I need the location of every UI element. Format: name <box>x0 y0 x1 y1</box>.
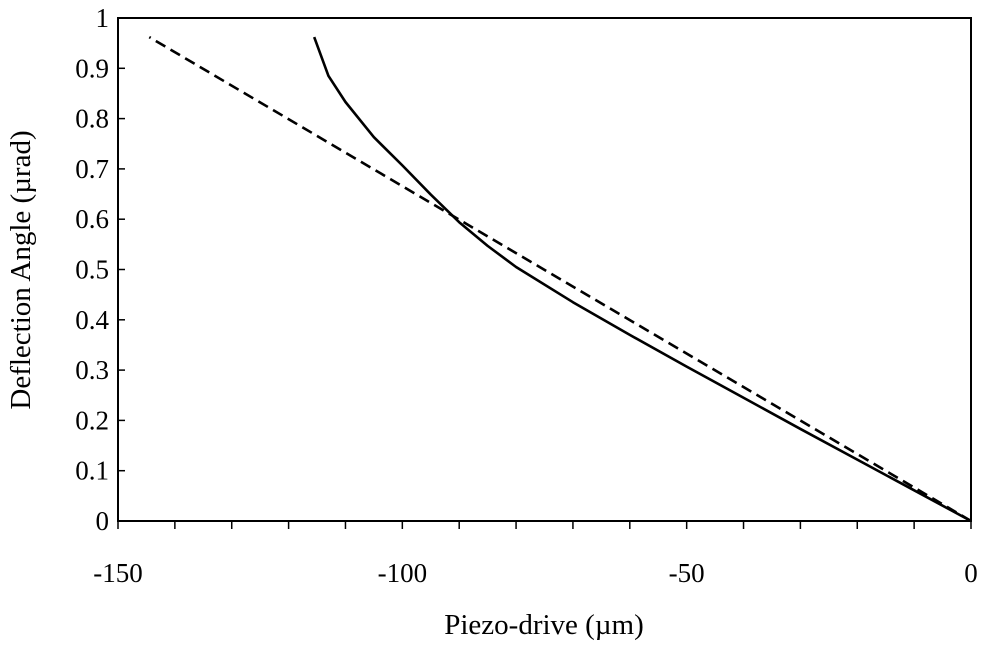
solid-series-line <box>312 36 972 523</box>
y-tick-label: 0.8 <box>75 104 109 134</box>
y-tick-label: 0.9 <box>75 53 109 83</box>
y-tick-label: 0.2 <box>75 405 109 435</box>
x-tick-label: 0 <box>964 558 978 588</box>
y-tick-label: 1 <box>96 3 110 33</box>
y-tick-label: 0.5 <box>75 255 109 285</box>
x-tick-label: -50 <box>669 558 705 588</box>
y-axis-title: Deflection Angle (µrad) <box>5 130 37 409</box>
x-axis-title: Piezo-drive (µm) <box>444 609 644 641</box>
dashed-series-line <box>148 35 972 523</box>
y-tick-label: 0.3 <box>75 355 109 385</box>
y-tick-label: 0.1 <box>75 456 109 486</box>
labels-layer: -150 -100 -50 0 0 0.1 0.2 0.3 0.4 0.5 0.6 0.7 0.8 0.9… <box>75 3 978 588</box>
ticks-layer <box>117 17 972 529</box>
x-tick-label: -150 <box>93 558 143 588</box>
x-tick-label: -100 <box>378 558 428 588</box>
y-tick-label: 0.6 <box>75 204 109 234</box>
y-tick-label: 0.4 <box>75 305 109 335</box>
y-tick-label: 0 <box>96 506 110 536</box>
series-layer <box>148 35 972 523</box>
y-tick-label: 0.7 <box>75 154 109 184</box>
plot-frame <box>117 17 972 522</box>
